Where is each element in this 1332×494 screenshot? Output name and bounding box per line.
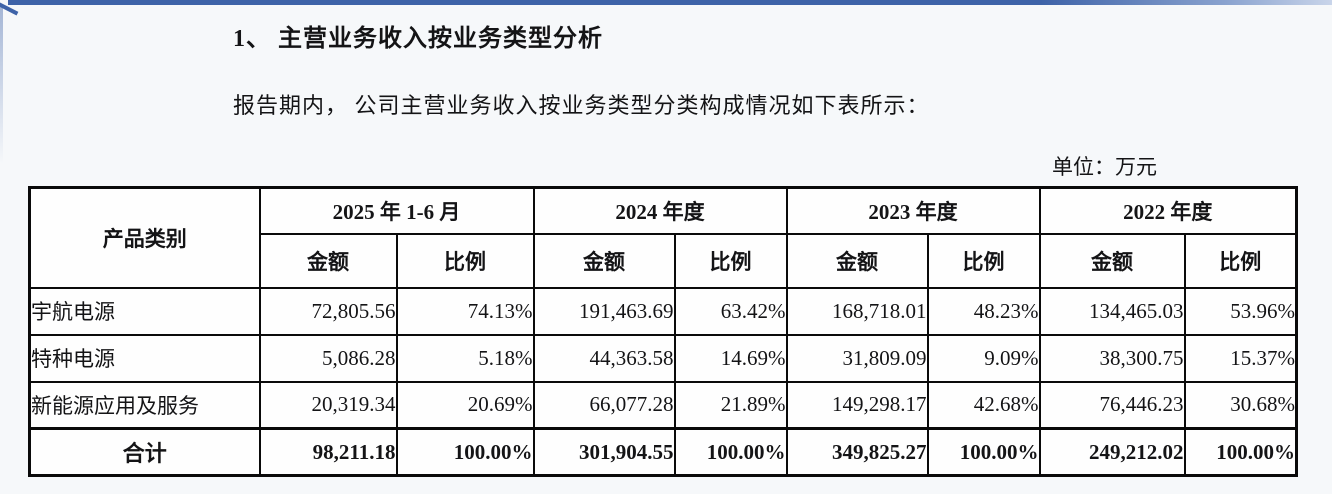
col-header-amount: 金额 [785,232,929,289]
amount-cell: 38,300.75 [1038,333,1186,383]
amount-cell: 44,363.58 [532,333,676,383]
amount-cell: 249,212.02 [1038,427,1186,477]
amount-cell: 149,298.17 [785,380,929,430]
col-header-product-category: 产品类别 [28,186,261,289]
total-row-label: 合计 [28,427,261,477]
ratio-cell: 48.23% [926,286,1041,336]
amount-cell: 20,319.34 [258,380,398,430]
left-accent-line [0,4,3,164]
ratio-cell: 100.00% [673,427,788,477]
ratio-cell: 21.89% [673,380,788,430]
row-label: 新能源应用及服务 [28,380,261,430]
amount-cell: 98,211.18 [258,427,398,477]
amount-cell: 301,904.55 [532,427,676,477]
ratio-cell: 5.18% [395,333,535,383]
table-total-row: 合计 98,211.18 100.00% 301,904.55 100.00% … [28,427,1298,477]
ratio-cell: 20.69% [395,380,535,430]
revenue-by-business-type-table: 产品类别 2025 年 1-6 月 2024 年度 2023 年度 2022 年… [28,186,1298,477]
amount-cell: 31,809.09 [785,333,929,383]
col-header-period-2024: 2024 年度 [532,186,788,235]
table-row-aerospace-power: 宇航电源 72,805.56 74.13% 191,463.69 63.42% … [28,286,1298,336]
top-accent-bar [8,0,1332,5]
intro-paragraph: 报告期内， 公司主营业务收入按业务类型分类构成情况如下表所示： [233,93,930,118]
col-header-period-2025h1: 2025 年 1-6 月 [258,186,535,235]
ratio-cell: 63.42% [673,286,788,336]
ratio-cell: 53.96% [1183,286,1298,336]
amount-cell: 134,465.03 [1038,286,1186,336]
ratio-cell: 15.37% [1183,333,1298,383]
amount-cell: 66,077.28 [532,380,676,430]
row-label: 宇航电源 [28,286,261,336]
col-header-amount: 金额 [1038,232,1186,289]
col-header-amount: 金额 [258,232,398,289]
ratio-cell: 9.09% [926,333,1041,383]
ratio-cell: 30.68% [1183,380,1298,430]
col-header-ratio: 比例 [673,232,788,289]
amount-cell: 168,718.01 [785,286,929,336]
amount-cell: 72,805.56 [258,286,398,336]
unit-label: 单位：万元 [1052,155,1157,179]
col-header-ratio: 比例 [926,232,1041,289]
amount-cell: 76,446.23 [1038,380,1186,430]
ratio-cell: 100.00% [1183,427,1298,477]
section-heading: 1、 主营业务收入按业务类型分析 [233,26,603,52]
col-header-ratio: 比例 [395,232,535,289]
ratio-cell: 100.00% [926,427,1041,477]
col-header-period-2023: 2023 年度 [785,186,1041,235]
col-header-amount: 金额 [532,232,676,289]
row-label: 特种电源 [28,333,261,383]
ratio-cell: 42.68% [926,380,1041,430]
table-row-special-power: 特种电源 5,086.28 5.18% 44,363.58 14.69% 31,… [28,333,1298,383]
amount-cell: 349,825.27 [785,427,929,477]
ratio-cell: 74.13% [395,286,535,336]
amount-cell: 191,463.69 [532,286,676,336]
ratio-cell: 100.00% [395,427,535,477]
table-row-new-energy-services: 新能源应用及服务 20,319.34 20.69% 66,077.28 21.8… [28,380,1298,430]
col-header-ratio: 比例 [1183,232,1298,289]
amount-cell: 5,086.28 [258,333,398,383]
col-header-period-2022: 2022 年度 [1038,186,1298,235]
ratio-cell: 14.69% [673,333,788,383]
